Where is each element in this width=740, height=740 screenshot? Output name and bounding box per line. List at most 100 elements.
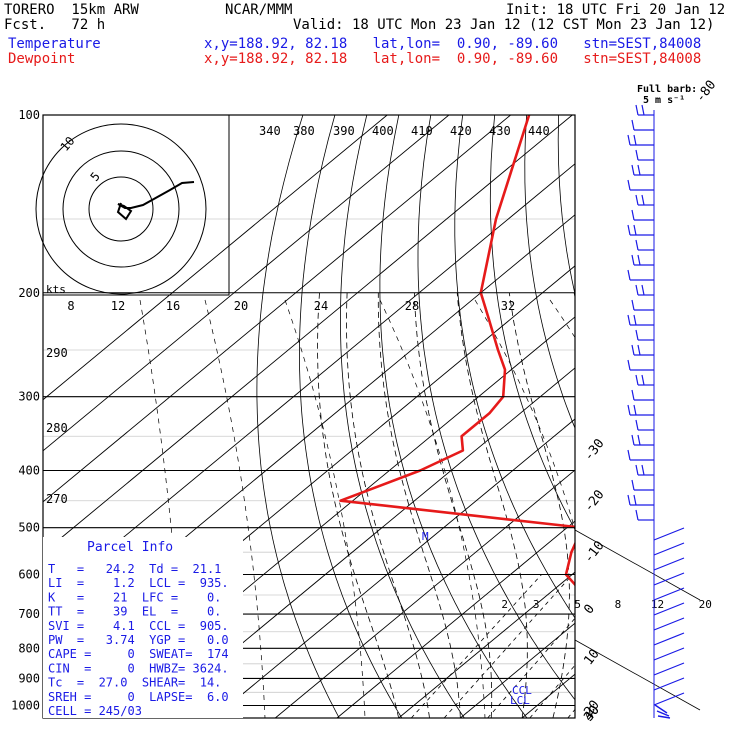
- wind-barb-flag: [633, 314, 637, 326]
- isotherm: [151, 367, 575, 718]
- temp-tick--10: -10: [581, 538, 607, 566]
- mixing-ratio-line: [411, 574, 542, 718]
- mixing-ratio-line: [443, 574, 573, 718]
- org-name: NCAR/MMM: [225, 2, 293, 18]
- dry-adiabat: [339, 115, 465, 718]
- wind-barb-flag: [633, 224, 637, 236]
- theta-label-340: 340: [259, 124, 281, 138]
- hodograph-speed-label-12: 12: [111, 299, 125, 313]
- isotherm: [707, 115, 740, 718]
- wind-barb-flag: [631, 389, 635, 401]
- theta-left-label-280: 280: [46, 421, 68, 435]
- hodograph-units: kts: [46, 283, 66, 296]
- wind-barb-flag: [633, 494, 637, 506]
- wind-barb-flag: [637, 344, 641, 356]
- wind-barb-flag: [627, 224, 631, 236]
- hodograph-range-arc: [474, 299, 575, 532]
- wind-barb-flag: [641, 464, 645, 476]
- parcel-row-7: CIN = 0 HWBZ= 3624.: [48, 661, 229, 675]
- theta-label-410: 410: [411, 124, 433, 138]
- mixing-ratio-label-5: 5: [574, 598, 581, 611]
- legend-temperature: Temperature: [8, 36, 101, 52]
- wind-barb: [653, 527, 685, 541]
- isotherm: [43, 115, 573, 554]
- moist-adiabat: [508, 292, 570, 718]
- dry-adiabat: [686, 115, 740, 718]
- parcel-row-6: CAPE = 0 SWEAT= 174: [48, 647, 229, 661]
- hodograph-speed-label-20: 20: [234, 299, 248, 313]
- wind-barb: [653, 557, 685, 571]
- hodograph-range-arc: [549, 299, 575, 339]
- hodograph-ring-label: 5: [88, 169, 103, 184]
- theta-left-label-270: 270: [46, 492, 68, 506]
- isotherm: [43, 115, 511, 503]
- theta-label-440: 440: [528, 124, 550, 138]
- isotherm: [43, 115, 450, 452]
- wind-barb-flag: [627, 269, 631, 281]
- wind-barb-flag: [641, 374, 645, 386]
- wind-barb: [653, 632, 685, 646]
- ccl-label: CCL: [512, 684, 532, 697]
- hodograph-speed-label-24: 24: [314, 299, 328, 313]
- hodograph-range-arc: [204, 299, 266, 718]
- moist-adiabat: [456, 292, 528, 718]
- wind-barb-flag: [635, 329, 639, 341]
- model-name: TORERO 15km ARW: [4, 2, 139, 18]
- wind-barb-flag: [635, 419, 639, 431]
- wind-barb-flag: [635, 284, 639, 296]
- pressure-tick-300: 300: [18, 390, 40, 404]
- wind-barb-flag: [631, 254, 635, 266]
- lcl-label: LCL: [510, 694, 530, 707]
- hodograph-ring: [88, 176, 154, 242]
- theta-label-400: 400: [372, 124, 394, 138]
- hodograph-speed-label-8: 8: [67, 299, 74, 313]
- wind-barb: [653, 677, 685, 691]
- theta-label-390: 390: [333, 124, 355, 138]
- mixing-ratio-label-2: 2: [501, 598, 508, 611]
- surface-barb-cluster: [654, 704, 671, 719]
- barb-note-line2: 5 m s⁻¹: [643, 95, 685, 106]
- wind-barb: [653, 692, 685, 706]
- wind-barb-flag: [635, 374, 639, 386]
- wind-barb-flag: [631, 344, 635, 356]
- wind-barb-flag: [631, 299, 635, 311]
- dry-adiabat: [417, 115, 575, 701]
- dry-adiabat: [718, 115, 740, 718]
- wind-barb-flag: [641, 104, 645, 116]
- pressure-tick-400: 400: [18, 464, 40, 478]
- wind-barb-flag: [631, 164, 635, 176]
- pressure-tick-600: 600: [18, 567, 40, 581]
- parcel-info-box: Parcel Info T = 24.2 Td = 21.1LI = 1.2 L…: [43, 537, 243, 718]
- wind-barb-flag: [633, 404, 637, 416]
- wind-barb-flag: [635, 464, 639, 476]
- barb-note-line1: Full barb:: [637, 84, 697, 95]
- hodograph-speed-label-28: 28: [405, 299, 419, 313]
- wind-barb-flag: [631, 434, 635, 446]
- wind-barb-flag: [635, 149, 639, 161]
- pressure-tick-200: 200: [18, 286, 40, 300]
- wind-barb: [653, 662, 685, 676]
- mixing-ratio-label-20: 20: [699, 598, 712, 611]
- isotherm: [398, 571, 575, 718]
- wind-barb-flag: [627, 314, 631, 326]
- parcel-row-8: Tc = 27.0 SHEAR= 14.: [48, 676, 221, 690]
- wind-barb-flag: [631, 479, 635, 491]
- wind-barbs: [627, 104, 685, 719]
- axis-extension-line: [574, 529, 701, 601]
- parcel-row-10: CELL = 245/03: [48, 704, 142, 718]
- theta-left-label-290: 290: [46, 346, 68, 360]
- dry-adiabat: [256, 115, 340, 718]
- mixing-ratio-label-12: 12: [651, 598, 664, 611]
- wind-barb-flag: [631, 119, 635, 131]
- dry-adiabat: [524, 115, 575, 430]
- theta-label-420: 420: [450, 124, 472, 138]
- m-marker-label: M: [422, 530, 429, 543]
- hodograph-trace: [116, 181, 195, 221]
- moist-adiabat: [646, 293, 740, 718]
- dry-adiabat: [454, 115, 575, 619]
- legend-dewpoint: Dewpoint: [8, 51, 76, 67]
- hodograph-ring: [35, 123, 207, 295]
- hodograph-ring-label: 10: [58, 134, 78, 154]
- wind-barb-flag: [635, 509, 639, 521]
- temp-tick--20: -20: [581, 487, 607, 515]
